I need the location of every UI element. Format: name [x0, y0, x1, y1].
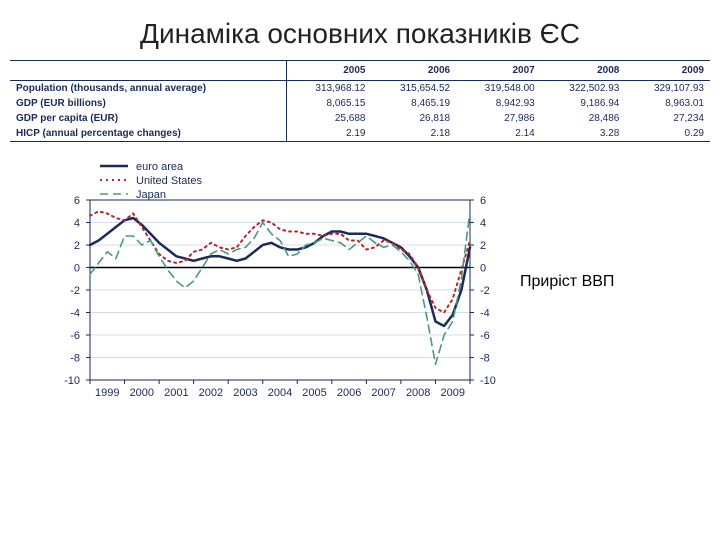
svg-text:2007: 2007 — [371, 387, 395, 399]
svg-text:6: 6 — [480, 195, 486, 207]
svg-text:-4: -4 — [480, 308, 490, 320]
svg-text:-6: -6 — [480, 330, 490, 342]
svg-text:2002: 2002 — [199, 387, 223, 399]
svg-text:-2: -2 — [70, 285, 80, 297]
svg-text:2: 2 — [480, 240, 486, 252]
svg-text:2009: 2009 — [440, 387, 464, 399]
svg-text:-8: -8 — [480, 353, 490, 365]
svg-text:-10: -10 — [480, 375, 496, 387]
indicators-table: 20052006200720082009Population (thousand… — [10, 60, 710, 142]
svg-text:2004: 2004 — [268, 387, 292, 399]
svg-text:-8: -8 — [70, 353, 80, 365]
svg-text:-4: -4 — [70, 308, 80, 320]
svg-text:euro area: euro area — [136, 161, 184, 173]
svg-text:2: 2 — [74, 240, 80, 252]
svg-text:-2: -2 — [480, 285, 490, 297]
svg-text:2003: 2003 — [233, 387, 257, 399]
svg-text:2006: 2006 — [337, 387, 361, 399]
chart-side-label: Приріст ВВП — [520, 273, 614, 291]
svg-text:2005: 2005 — [302, 387, 326, 399]
svg-text:2000: 2000 — [130, 387, 154, 399]
svg-text:Japan: Japan — [136, 189, 166, 201]
svg-text:-10: -10 — [64, 375, 80, 387]
page-title: Динаміка основних показників ЄС — [0, 0, 720, 60]
gdp-growth-chart: -10 -10 -8 -8 -6 -6 -4 -4 -2 -2 0 0 2 2 4 4 6 6 1999 2000 20… — [40, 152, 500, 412]
svg-text:4: 4 — [74, 218, 80, 230]
svg-text:United States: United States — [136, 175, 203, 187]
svg-text:0: 0 — [480, 263, 486, 275]
svg-text:1999: 1999 — [95, 387, 119, 399]
svg-text:4: 4 — [480, 218, 486, 230]
svg-text:2001: 2001 — [164, 387, 188, 399]
svg-text:-6: -6 — [70, 330, 80, 342]
svg-text:6: 6 — [74, 195, 80, 207]
svg-text:2008: 2008 — [406, 387, 430, 399]
svg-text:0: 0 — [74, 263, 80, 275]
